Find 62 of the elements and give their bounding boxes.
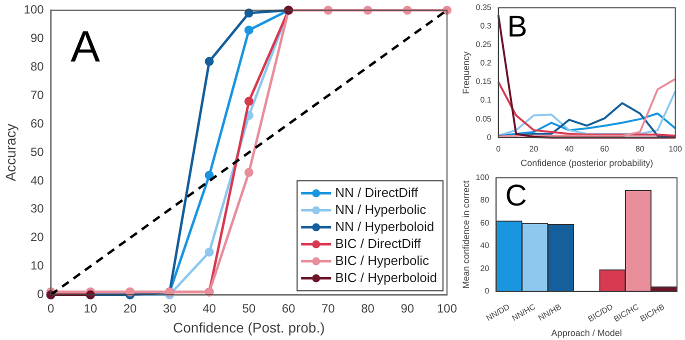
y-tick-label: 20	[30, 230, 44, 244]
x-tick-label: 50	[242, 301, 256, 316]
y-axis-title: Frequency	[460, 50, 471, 94]
y-tick-label: 0.3	[480, 22, 492, 31]
annotation: B	[507, 10, 528, 44]
x-tick-label: 100	[436, 301, 458, 316]
point	[244, 96, 254, 106]
y-tick-label: 80	[30, 59, 44, 74]
y-tick-label: 0.15	[476, 77, 492, 86]
y-tick-label: 0.05	[476, 114, 492, 124]
y-axis-title: Mean confidence in correct	[460, 180, 471, 289]
y-tick-label: 20	[480, 264, 490, 273]
y-tick-label: 0.25	[476, 40, 492, 50]
point	[244, 168, 254, 177]
legend-label: BIC / DirectDiff	[335, 236, 422, 251]
x-tick-label: 10	[84, 301, 98, 316]
x-tick-label: 20	[123, 301, 138, 316]
point	[204, 248, 214, 257]
y-tick-label: 60	[30, 116, 44, 130]
y-tick-label: 0	[486, 132, 492, 142]
x-tick-label: 60	[600, 144, 610, 154]
y-tick-label: 100	[476, 173, 490, 182]
y-tick-label: 40	[30, 173, 44, 188]
x-tick-label: 30	[162, 301, 177, 316]
x-axis-title: Confidence (Post. prob.)	[173, 319, 325, 336]
y-tick-label: 90	[30, 30, 44, 45]
point	[204, 170, 214, 180]
annotation: A	[70, 22, 101, 72]
y-tick-label: 10	[30, 258, 44, 273]
x-axis-title: Confidence (posterior probability)	[520, 158, 654, 168]
legend-label: NN / Hyperboloid	[335, 218, 434, 234]
y-tick-label: 30	[30, 202, 44, 216]
legend-label: NN / DirectDiff	[335, 184, 418, 200]
x-tick-label: 0	[496, 144, 502, 154]
y-tick-label: 0.2	[480, 58, 492, 68]
x-tick-label: 40	[202, 301, 216, 316]
x-tick-label: 80	[361, 301, 375, 316]
x-tick-label: 0	[47, 301, 54, 316]
annotation: C	[505, 180, 527, 213]
legend-label: NN / Hyperbolic	[335, 202, 427, 217]
legend-label: BIC / Hyperbolic	[335, 252, 430, 268]
point	[204, 56, 214, 66]
y-tick-label: 0.35	[476, 3, 492, 12]
y-axis-title: Accuracy	[2, 124, 18, 182]
y-tick-label: 40	[480, 241, 490, 250]
y-tick-label: 0	[484, 286, 490, 296]
x-tick-label: 100	[668, 144, 683, 154]
y-tick-label: 0	[37, 287, 44, 302]
x-tick-label: 90	[400, 301, 414, 316]
x-tick-label: 40	[564, 144, 574, 154]
legend-label: BIC / Hyperboloid	[335, 270, 437, 285]
x-axis-title: Approach / Model	[551, 328, 622, 338]
point	[244, 26, 254, 35]
y-tick-label: 80	[480, 196, 490, 205]
x-tick-label: 20	[529, 144, 539, 154]
x-tick-label: 80	[635, 144, 645, 154]
y-tick-label: 70	[30, 88, 44, 102]
y-tick-label: 0.1	[480, 96, 492, 105]
x-tick-label: 70	[321, 301, 336, 316]
x-tick-label: 60	[282, 301, 296, 316]
y-tick-label: 100	[24, 2, 44, 17]
y-tick-label: 60	[480, 218, 490, 228]
